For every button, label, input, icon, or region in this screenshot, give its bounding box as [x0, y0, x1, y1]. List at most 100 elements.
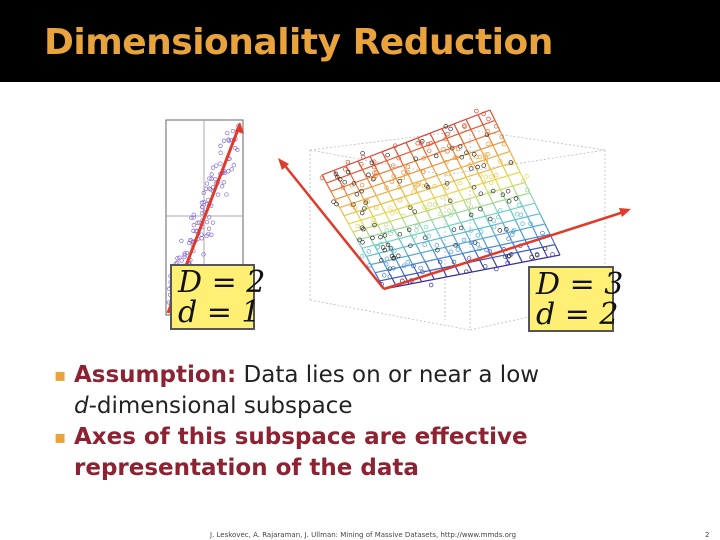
plane-grid-line — [401, 217, 408, 227]
bullet-text-cont: representation of the data — [74, 455, 419, 481]
dimension-D-left: D = 2 — [178, 265, 266, 300]
data-point — [391, 265, 396, 271]
data-point — [426, 148, 432, 154]
data-point — [424, 183, 429, 188]
data-point — [518, 212, 524, 218]
data-point — [455, 146, 461, 152]
data-point — [413, 156, 418, 161]
data-point — [384, 228, 390, 233]
dimension-d-right: d = 2 — [536, 297, 619, 332]
data-point — [179, 238, 184, 244]
data-point — [451, 227, 457, 232]
plane-grid-line — [519, 229, 526, 241]
box-edge — [444, 149, 606, 176]
data-point — [204, 181, 210, 186]
plane-grid-line — [489, 225, 496, 236]
data-point — [335, 174, 340, 180]
plane-grid-line — [482, 182, 489, 194]
data-point — [225, 130, 230, 136]
plane-grid-line — [374, 164, 380, 175]
data-point — [385, 152, 390, 158]
plane-grid-line — [453, 180, 460, 191]
plane-grid-line — [494, 179, 501, 190]
data-point — [463, 269, 469, 274]
plane-grid-line — [418, 223, 425, 233]
data-point — [395, 209, 400, 214]
data-point — [218, 161, 223, 166]
data-point — [481, 111, 486, 117]
data-point — [485, 152, 490, 157]
plane-grid-line — [516, 252, 523, 263]
data-point — [500, 192, 506, 198]
plane-grid-line — [441, 128, 448, 139]
data-point — [427, 202, 432, 207]
data-point — [467, 163, 472, 168]
data-point — [387, 274, 393, 279]
plane-grid-line — [417, 137, 424, 148]
plane-grid-line — [402, 246, 409, 257]
plane-grid-line — [497, 155, 504, 166]
data-point — [354, 192, 360, 197]
data-point — [389, 179, 395, 185]
data-point — [366, 172, 371, 178]
data-point — [484, 247, 489, 253]
data-point — [405, 164, 411, 170]
data-point — [496, 214, 501, 220]
data-point — [182, 252, 187, 258]
bullet-mark: ▪ — [54, 365, 67, 386]
plane-grid-line — [492, 202, 499, 214]
data-point — [319, 175, 325, 180]
data-point — [382, 233, 388, 238]
data-point — [477, 246, 483, 252]
data-point — [540, 230, 545, 236]
bullet-text: Axes of this subspace are effective — [74, 424, 528, 450]
data-point — [483, 174, 488, 180]
plane-grid-line — [529, 249, 536, 261]
data-point — [397, 197, 403, 203]
data-point — [207, 186, 212, 191]
data-point — [525, 187, 530, 193]
data-point — [483, 159, 489, 165]
data-point — [204, 233, 209, 238]
data-point — [421, 155, 426, 161]
data-point — [477, 154, 482, 160]
plane-grid-line — [435, 228, 442, 239]
plane-grid-line — [512, 185, 519, 197]
plane-grid-line — [433, 197, 440, 208]
data-point — [201, 252, 206, 257]
data-point — [214, 163, 219, 168]
data-point — [478, 229, 484, 234]
plane-grid-line — [544, 223, 551, 235]
plane-grid-line — [424, 261, 431, 271]
plane-grid-line — [465, 231, 471, 242]
data-point — [451, 259, 457, 265]
plane-grid-line — [450, 203, 457, 214]
plane-grid-line — [406, 226, 412, 236]
plane-grid-line — [364, 228, 371, 238]
plane-grid-line — [407, 174, 414, 184]
data-point — [444, 180, 450, 186]
data-point — [422, 204, 427, 210]
data-point — [513, 196, 519, 201]
plane-grid-line — [381, 151, 388, 161]
data-point — [444, 159, 449, 165]
plane-grid-line — [386, 160, 392, 170]
data-point — [412, 234, 417, 239]
data-point — [491, 224, 497, 230]
data-point — [359, 210, 365, 216]
data-point — [506, 199, 512, 204]
data-point — [226, 169, 231, 174]
plane-grid-line — [368, 207, 374, 217]
data-point — [231, 163, 236, 168]
data-point — [391, 163, 396, 168]
plane-grid-line — [504, 199, 511, 210]
data-point — [221, 180, 226, 185]
data-point — [458, 225, 464, 231]
plane-grid-line — [393, 146, 400, 157]
plane-grid-line — [393, 229, 400, 239]
plane-grid-line — [439, 152, 445, 163]
plane-grid-line — [371, 186, 377, 196]
data-point — [355, 223, 361, 229]
data-point — [396, 253, 401, 259]
